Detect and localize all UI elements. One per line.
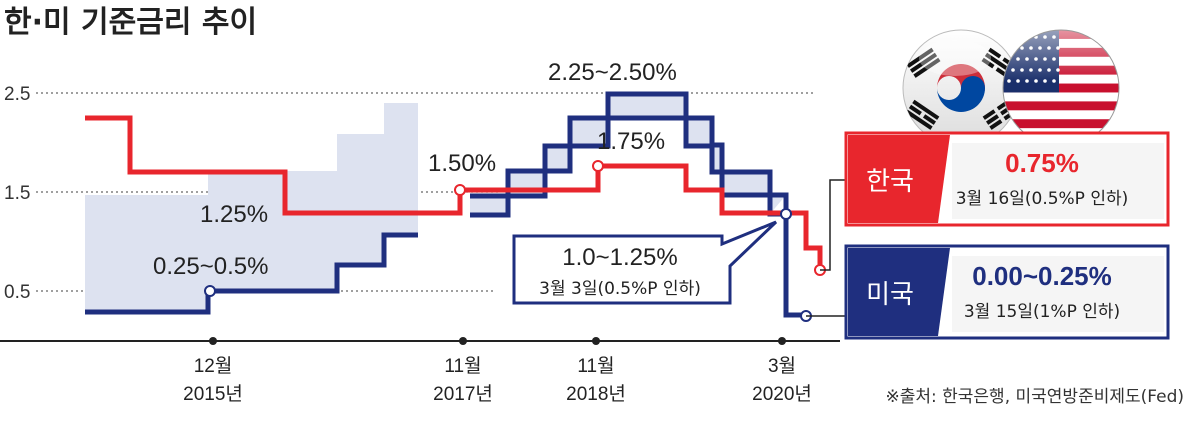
x-tick-month: 11월 xyxy=(577,355,614,377)
rate-marker xyxy=(780,208,792,220)
us-cut-callout: 1.0~1.25% 3월 3일(0.5%P 인하) xyxy=(512,220,778,305)
us-callout-note: 3월 15일(1%P 인하) xyxy=(964,302,1120,322)
x-tick-year: 2018년 xyxy=(566,383,626,405)
x-tick-dot xyxy=(778,337,786,345)
korea-callout: 한국 0.75% 3월 16일(0.5%P 인하) xyxy=(844,131,1170,227)
korea-callout-label: 한국 xyxy=(866,167,914,197)
korea-leader-line xyxy=(820,179,846,271)
y-tick-label: 0.5 xyxy=(4,282,30,303)
source-note: ※출처: 한국은행, 미국연방준비제도(Fed) xyxy=(885,387,1184,407)
us-rate-band xyxy=(85,94,786,312)
y-tick-label: 1.5 xyxy=(4,183,30,204)
korea-callout-note: 3월 16일(0.5%P 인하) xyxy=(956,189,1129,209)
y-axis: 2.5 1.5 0.5 xyxy=(4,84,30,303)
label-kr-1-50: 1.50% xyxy=(428,150,496,177)
rate-marker xyxy=(204,285,216,297)
us-flag-icon xyxy=(1002,29,1120,147)
chart-title: 한·미 기준금리 추이 xyxy=(4,5,257,40)
x-axis: 12월 2015년 11월 2017년 11월 2018년 3월 2020년 xyxy=(183,337,812,405)
x-tick-dot xyxy=(459,337,467,345)
label-us-2-25-2-50: 2.25~2.50% xyxy=(548,59,677,86)
us-cut-note: 3월 3일(0.5%P 인하) xyxy=(539,279,701,299)
x-tick-month: 3월 xyxy=(768,355,796,377)
us-callout-label: 미국 xyxy=(866,280,914,310)
korea-callout-rate: 0.75% xyxy=(1005,148,1079,178)
us-callout: 미국 0.00~0.25% 3월 15일(1%P 인하) xyxy=(844,244,1170,340)
rate-marker xyxy=(592,160,604,172)
label-us-0-25-0-5: 0.25~0.5% xyxy=(153,253,268,280)
x-tick-month: 11월 xyxy=(444,355,481,377)
x-tick-year: 2017년 xyxy=(433,383,493,405)
x-tick-year: 2020년 xyxy=(752,383,812,405)
us-callout-rate: 0.00~0.25% xyxy=(972,261,1112,291)
x-tick-month: 12월 xyxy=(194,355,233,377)
y-tick-label: 2.5 xyxy=(4,84,30,105)
korea-flag-icon xyxy=(902,29,1020,147)
us-cut-rate: 1.0~1.25% xyxy=(562,244,677,271)
rate-marker xyxy=(454,184,466,196)
x-tick-dot xyxy=(592,337,600,345)
x-tick-year: 2015년 xyxy=(183,383,243,405)
rate-markers xyxy=(204,160,846,322)
label-kr-1-75: 1.75% xyxy=(597,128,665,155)
label-kr-1-25: 1.25% xyxy=(200,201,268,228)
x-tick-dot xyxy=(209,337,217,345)
